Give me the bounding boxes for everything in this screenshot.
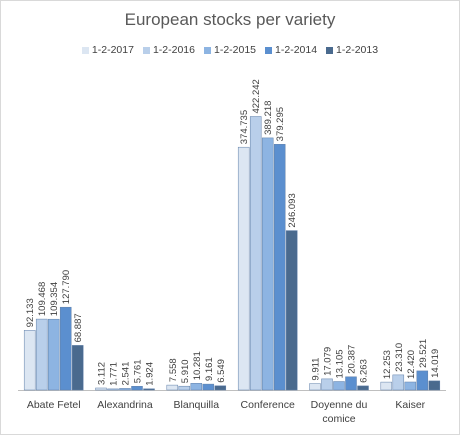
bar xyxy=(357,385,369,391)
data-label: 7.558 xyxy=(168,358,179,382)
bar xyxy=(202,383,215,391)
bar xyxy=(309,383,321,391)
bar xyxy=(404,381,417,391)
legend-swatch xyxy=(81,46,89,54)
bar xyxy=(214,385,227,391)
bar xyxy=(285,230,298,391)
category-label: Conference xyxy=(241,399,295,411)
data-label: 6.549 xyxy=(216,359,227,383)
data-label: 10.281 xyxy=(192,351,203,380)
bar xyxy=(95,387,107,391)
data-label: 109.468 xyxy=(37,282,48,316)
category-label: Alexandrina xyxy=(97,399,153,411)
category-label-line: Abate Fetel xyxy=(27,399,81,411)
legend-label: 1-2-2013 xyxy=(336,44,379,56)
bar xyxy=(237,146,250,391)
data-label: 13.105 xyxy=(335,349,346,378)
bar xyxy=(143,388,155,391)
data-label: 12.253 xyxy=(382,350,393,379)
legend-swatch xyxy=(203,46,211,54)
bar xyxy=(23,330,36,391)
category-label: Abate Fetel xyxy=(27,399,81,411)
bar xyxy=(249,116,262,391)
data-label: 374.735 xyxy=(239,110,250,144)
data-label: 17.079 xyxy=(323,347,334,376)
data-label: 14.019 xyxy=(430,349,441,378)
data-label: 246.093 xyxy=(287,193,298,227)
bar xyxy=(119,388,131,391)
data-label: 92.133 xyxy=(25,298,36,327)
data-label: 6.263 xyxy=(359,359,370,383)
chart-legend: 1-2-2017 1-2-2016 1-2-2015 1-2-2014 1-2-2013 xyxy=(0,44,460,56)
legend-swatch xyxy=(326,46,334,54)
category-label-line: Conference xyxy=(241,399,295,411)
data-label: 5.761 xyxy=(133,360,144,384)
data-label: 5.910 xyxy=(180,359,191,383)
bar xyxy=(321,378,333,391)
bar xyxy=(428,380,441,391)
category-label: Blanquilla xyxy=(174,399,220,411)
legend-label: 1-2-2015 xyxy=(213,44,257,56)
category-label-line: Alexandrina xyxy=(97,399,153,411)
legend-label: 1-2-2016 xyxy=(152,44,195,56)
legend-swatch xyxy=(142,46,150,54)
bar xyxy=(35,318,48,391)
legend-swatch xyxy=(265,46,273,54)
data-label: 1.924 xyxy=(145,362,156,386)
bar xyxy=(261,137,274,391)
legend-label: 1-2-2017 xyxy=(91,44,134,56)
data-label: 23.310 xyxy=(394,343,405,372)
data-label: 1.771 xyxy=(109,362,120,386)
category-label-line: Doyenne du xyxy=(311,399,368,411)
chart-title: European stocks per variety xyxy=(124,10,336,29)
bar xyxy=(190,383,203,391)
bar xyxy=(273,144,286,391)
data-label: 12.420 xyxy=(406,350,417,379)
bar xyxy=(178,385,191,391)
legend-item: 1-2-2013 xyxy=(326,44,378,56)
data-label: 379.295 xyxy=(275,107,286,141)
data-label: 109.354 xyxy=(49,282,60,316)
data-label: 422.242 xyxy=(251,79,262,113)
data-label: 3.112 xyxy=(97,362,108,385)
bar xyxy=(47,318,60,391)
data-label: 2.541 xyxy=(121,362,132,386)
legend-item: 1-2-2015 xyxy=(203,44,257,56)
bar xyxy=(380,381,393,391)
bar xyxy=(131,386,143,391)
bar xyxy=(107,388,119,391)
data-label: 127.790 xyxy=(61,270,72,304)
data-label: 20.387 xyxy=(347,345,358,374)
bar xyxy=(59,306,72,391)
bar xyxy=(345,376,357,391)
category-label-line: Blanquilla xyxy=(174,399,220,411)
bar xyxy=(392,374,405,391)
data-label: 389.218 xyxy=(263,101,274,135)
category-label-line: comice xyxy=(322,413,355,425)
legend-item: 1-2-2014 xyxy=(265,44,317,56)
data-label: 29.521 xyxy=(418,339,429,368)
bar xyxy=(166,384,179,391)
legend-item: 1-2-2016 xyxy=(142,44,195,56)
bar xyxy=(416,370,429,391)
category-label-line: Kaiser xyxy=(395,399,425,411)
category-label: Kaiser xyxy=(395,399,425,411)
legend-item: 1-2-2017 xyxy=(81,44,134,56)
legend-label: 1-2-2014 xyxy=(275,44,318,56)
category-label: Doyenne du comice xyxy=(311,399,368,425)
data-label: 9.161 xyxy=(204,357,215,381)
data-label: 9.911 xyxy=(311,358,322,381)
data-label: 68.887 xyxy=(73,313,84,342)
bar xyxy=(333,381,345,391)
bar xyxy=(71,345,84,391)
